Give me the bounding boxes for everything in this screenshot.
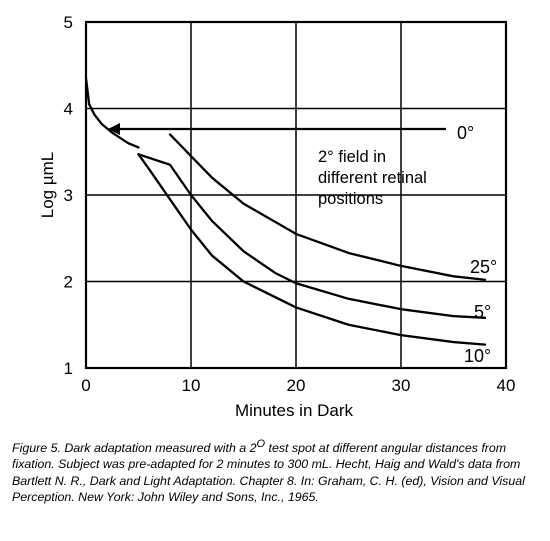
- x-tick-label: 0: [81, 376, 90, 395]
- figure-caption: Figure 5. Dark adaptation measured with …: [12, 436, 540, 505]
- y-tick-label: 1: [64, 359, 73, 378]
- caption-text-1: Figure 5. Dark adaptation measured with …: [12, 441, 257, 456]
- series-line-3: [168, 133, 487, 281]
- tick-labels: 0 10 20 30 40 1 2 3 4 5: [64, 13, 516, 395]
- caption-text-2: test spot at different angular distances…: [12, 441, 525, 505]
- x-tick-label: 40: [497, 376, 516, 395]
- x-tick-label: 20: [287, 376, 306, 395]
- series-line-1: [137, 153, 487, 319]
- x-tick-label: 10: [182, 376, 201, 395]
- annotation-line-2: different retinal: [318, 169, 427, 187]
- y-tick-label: 4: [64, 100, 73, 119]
- x-tick-label: 30: [392, 376, 411, 395]
- x-axis-label: Minutes in Dark: [235, 401, 354, 420]
- annotation-line-1: 2° field in: [318, 148, 386, 166]
- annotation-line-3: positions: [318, 190, 383, 208]
- chart-grid: [86, 22, 506, 368]
- series-line-2: [137, 153, 487, 346]
- series-label-0: 0°: [457, 123, 474, 143]
- series-lines: 0° 5° 10° 25°: [84, 77, 497, 366]
- series-line-0: [84, 77, 140, 149]
- arrow-head: [108, 123, 120, 135]
- y-tick-label: 3: [64, 186, 73, 205]
- y-tick-label: 2: [64, 273, 73, 292]
- plot-frame: [84, 20, 508, 370]
- dark-adaptation-chart: 0 10 20 30 40 1 2 3 4 5 0° 5° 10° 25° Minutes in Dar…: [38, 13, 516, 420]
- y-axis-label: Log µmL: [38, 152, 57, 219]
- series-label-1: 5°: [474, 302, 491, 322]
- series-label-3: 25°: [470, 257, 497, 277]
- series-label-2: 10°: [464, 346, 491, 366]
- caption-superscript: O: [256, 438, 266, 450]
- y-tick-label: 5: [64, 13, 73, 32]
